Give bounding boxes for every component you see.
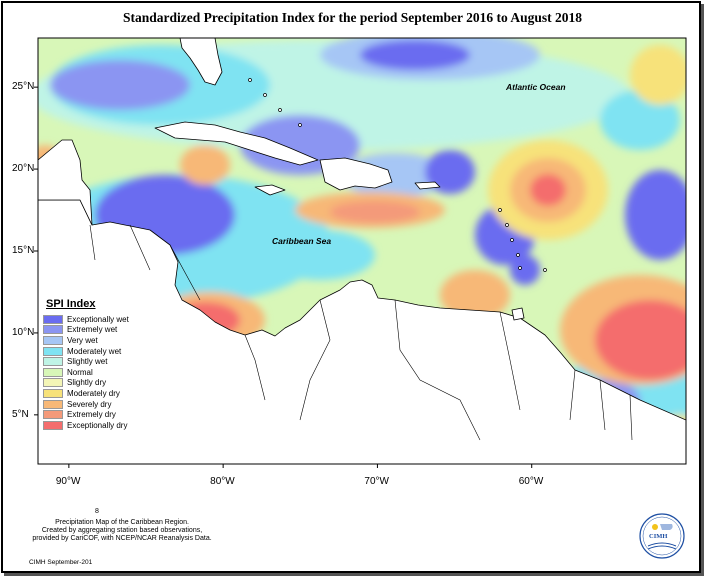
legend-item: Extremely wet [43, 325, 158, 336]
country-borders [89, 224, 633, 441]
lesser-antilles-island [505, 223, 509, 227]
bahamas-island [278, 108, 282, 112]
lat-tick-label: 15°N [12, 245, 35, 256]
legend-label: Exceptionally dry [67, 420, 128, 430]
florida-peninsula [179, 38, 223, 86]
legend-label: Severely dry [67, 399, 112, 409]
legend-item: Exceptionally wet [43, 314, 158, 325]
legend-item: Slightly wet [43, 356, 158, 367]
credit-text: CIMH September-201 [29, 559, 93, 566]
legend-swatch [43, 335, 63, 345]
trinidad-island [511, 307, 525, 321]
spi-area-severely-dry [440, 270, 510, 320]
spi-area-exceptionally-dry [595, 300, 686, 380]
legend-label: Slightly dry [67, 378, 107, 388]
spi-area-exceptionally-wet [425, 150, 475, 194]
legend-item: Slightly dry [43, 378, 158, 389]
small-mark: 8 [95, 508, 99, 515]
legend-item: Normal [43, 367, 158, 378]
jamaica-island [254, 184, 286, 196]
spi-area-moderately-wet [265, 230, 375, 280]
legend-label: Moderately wet [67, 346, 122, 356]
legend-swatch [43, 410, 63, 420]
legend-swatch [43, 388, 63, 398]
logo-text: CIMH [649, 533, 668, 540]
spi-area-extremely-dry [330, 201, 420, 223]
map-title: Standardized Precipitation Index for the… [122, 10, 582, 25]
lesser-antilles-island [543, 268, 547, 272]
lat-tick-label: 20°N [12, 163, 35, 175]
legend-swatch [43, 346, 63, 356]
legend-title: SPI Index [46, 298, 96, 310]
lesser-antilles-island [510, 238, 514, 242]
legend-label: Extremely dry [67, 410, 116, 420]
caption-line: Precipitation Map of the Caribbean Regio… [55, 519, 189, 526]
legend-items: Exceptionally wet Extremely wet Very wet Mo… [43, 314, 158, 431]
central-america-landmass [38, 199, 686, 464]
legend-item: Moderately wet [43, 346, 158, 357]
yucatan-peninsula [38, 139, 93, 226]
lesser-antilles-island [498, 208, 502, 212]
legend-label: Slightly wet [67, 357, 108, 367]
lon-tick-label: 80°W [210, 476, 235, 487]
puerto-rico-island [414, 181, 441, 190]
legend-label: Exceptionally wet [67, 314, 129, 324]
legend-swatch [43, 314, 63, 324]
caption-line: provided by CariCOF, with NCEP/NCAR Rean… [32, 535, 212, 542]
legend-item: Very wet [43, 335, 158, 346]
legend-swatch [43, 378, 63, 388]
legend-label: Moderately dry [67, 388, 120, 398]
legend-label: Extremely wet [67, 325, 118, 335]
spi-area-severely-dry [180, 145, 230, 185]
legend-swatch [43, 357, 63, 367]
lon-tick-label: 60°W [518, 476, 544, 487]
spi-legend: SPI Index Exceptionally wet Extremely wet… [43, 298, 158, 431]
hispaniola-island [319, 157, 393, 191]
caribbean-sea-label: Caribbean Sea [272, 236, 332, 246]
lesser-antilles-island [518, 266, 522, 270]
legend-item: Extremely dry [43, 409, 158, 420]
legend-label: Normal [67, 367, 93, 377]
cuba-island [154, 121, 319, 166]
legend-swatch [43, 367, 63, 377]
lon-tick-label: 90°W [55, 476, 81, 487]
map-caption: Precipitation Map of the Caribbean Regio… [22, 519, 222, 543]
bahamas-island [298, 123, 302, 127]
legend-swatch [43, 325, 63, 335]
spi-area-moderately-dry [630, 45, 686, 105]
legend-item: Exceptionally dry [43, 420, 158, 431]
legend-item: Moderately dry [43, 388, 158, 399]
cimh-logo [639, 513, 685, 559]
caption-line: Created by aggregating station based obs… [41, 527, 203, 534]
lat-tick-label: 10°N [12, 326, 35, 338]
lat-tick-label: 5°N [12, 408, 29, 420]
spi-area-exceptionally-wet [360, 40, 470, 70]
bahamas-island [263, 93, 267, 97]
lat-tick-label: 25°N [12, 81, 35, 93]
spi-area-extremely-wet [50, 60, 190, 110]
spi-area-exceptionally-wet [510, 255, 540, 285]
lon-tick-label: 70°W [364, 476, 389, 487]
spi-area-exceptionally-dry [530, 174, 566, 206]
spi-area-exceptionally-wet [625, 170, 686, 260]
legend-swatch [43, 420, 63, 430]
legend-label: Very wet [67, 335, 98, 345]
bahamas-island [248, 78, 252, 82]
legend-item: Severely dry [43, 399, 158, 410]
lesser-antilles-island [516, 253, 520, 257]
atlantic-ocean-label: Atlantic Ocean [506, 82, 566, 92]
legend-swatch [43, 399, 63, 409]
